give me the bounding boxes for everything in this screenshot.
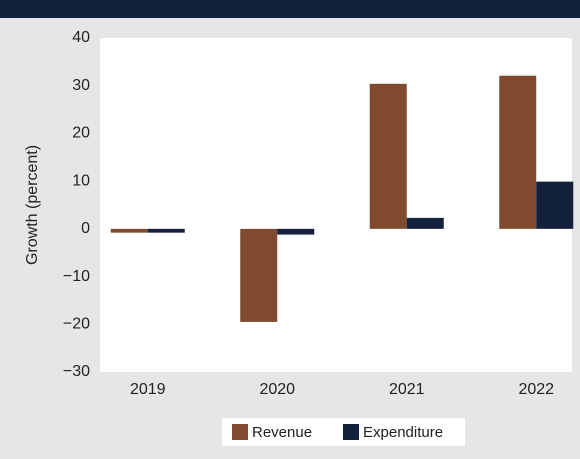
x-tick-label: 2022: [518, 381, 554, 398]
bar: [369, 83, 407, 229]
bar: [536, 181, 574, 229]
x-tick-label: 2021: [389, 381, 425, 398]
bar: [277, 228, 315, 235]
bar: [499, 75, 537, 229]
x-tick-label: 2019: [130, 381, 166, 398]
legend-label: Expenditure: [363, 424, 443, 441]
y-tick-label: −30: [63, 363, 90, 380]
legend-swatch: [343, 424, 359, 440]
bar: [110, 228, 148, 233]
plot-area: [100, 38, 572, 372]
y-tick-label: 20: [72, 125, 90, 142]
y-tick-label: −10: [63, 268, 90, 285]
bar: [406, 217, 444, 229]
y-axis-label: Growth (percent): [24, 145, 41, 265]
bar: [147, 228, 185, 233]
legend-label: Revenue: [252, 424, 312, 441]
bar: [240, 228, 278, 322]
y-tick-label: 30: [72, 77, 90, 94]
y-tick-label: −20: [63, 316, 90, 333]
y-tick-label: 0: [81, 220, 90, 237]
top-band: [0, 0, 580, 18]
y-tick-label: 10: [72, 172, 90, 189]
legend-swatch: [232, 424, 248, 440]
y-tick-label: 40: [72, 29, 90, 46]
x-tick-label: 2020: [259, 381, 295, 398]
